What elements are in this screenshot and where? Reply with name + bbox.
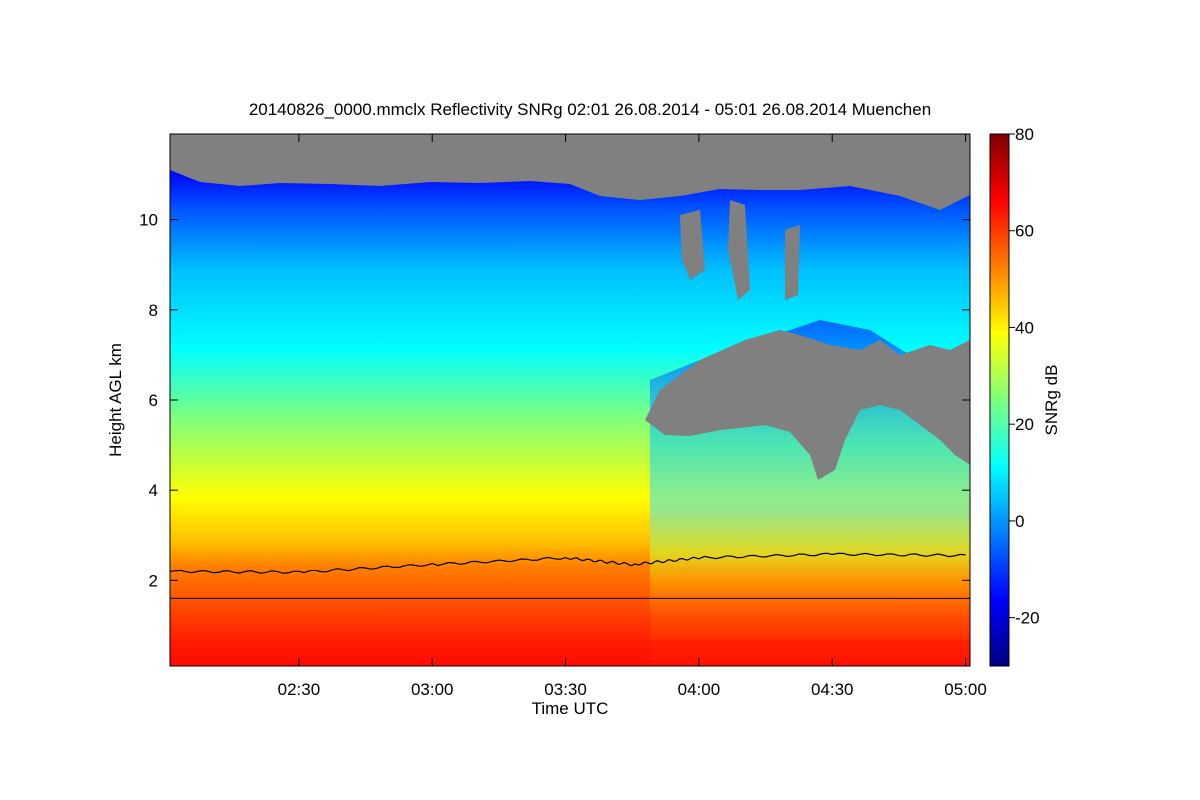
colorbar-tick-label: -20: [1015, 609, 1040, 628]
y-axis: 2 4 6 8 10: [139, 211, 970, 590]
colorbar-label: SNRg dB: [1042, 365, 1061, 436]
x-axis-label: Time UTC: [532, 699, 609, 718]
chart-title: 20140826_0000.mmclx Reflectivity SNRg 02…: [249, 100, 931, 119]
surface-layer: [170, 640, 970, 666]
x-tick-label: 04:30: [811, 680, 854, 699]
x-tick-label: 03:30: [544, 680, 587, 699]
colorbar-ticks: -20 0 20 40 60 80: [1009, 125, 1040, 628]
colorbar-tick-label: 20: [1015, 415, 1034, 434]
y-tick-label: 4: [149, 481, 158, 500]
x-axis: 02:30 03:00 03:30 04:00 04:30 05:00: [278, 134, 987, 699]
colorbar-tick-label: 80: [1015, 125, 1034, 144]
plot-area: [170, 134, 970, 666]
profile-line: [170, 552, 966, 574]
no-signal-gap: [645, 330, 970, 480]
x-tick-label: 05:00: [944, 680, 987, 699]
colorbar-tick-label: 60: [1015, 222, 1034, 241]
colorbar-tick-label: 0: [1015, 512, 1024, 531]
x-tick-label: 04:00: [678, 680, 721, 699]
y-tick-label: 10: [139, 211, 158, 230]
y-axis-label: Height AGL km: [106, 343, 125, 457]
colorbar: [989, 133, 1010, 667]
y-tick-label: 8: [149, 301, 158, 320]
no-signal-pocket: [680, 200, 800, 300]
x-tick-label: 03:00: [411, 680, 454, 699]
y-tick-label: 6: [149, 391, 158, 410]
y-tick-label: 2: [149, 571, 158, 590]
x-tick-label: 02:30: [278, 680, 321, 699]
colorbar-tick-label: 40: [1015, 318, 1034, 337]
